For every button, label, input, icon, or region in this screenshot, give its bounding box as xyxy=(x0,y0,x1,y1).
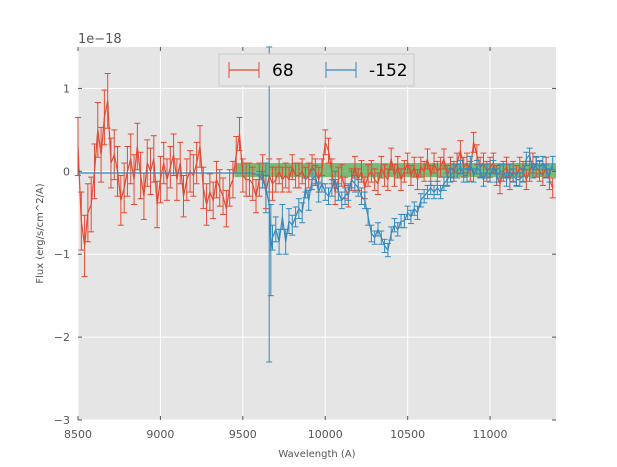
x-tick-label: 9000 xyxy=(146,428,174,441)
x-tick-label: 10000 xyxy=(308,428,343,441)
x-tick-label: 8500 xyxy=(64,428,92,441)
y-tick-label: −2 xyxy=(54,331,70,344)
series-line xyxy=(78,153,554,252)
series-layer xyxy=(75,46,556,363)
x-tick-label: 9500 xyxy=(229,428,257,441)
legend-label: 68 xyxy=(272,61,294,81)
y-axis-label: Flux (erg/s/cm^2/A) xyxy=(35,183,46,283)
x-tick-label: 11000 xyxy=(473,428,508,441)
y-tick-label: −1 xyxy=(54,248,70,261)
series-1 xyxy=(78,46,556,363)
legend-label: -152 xyxy=(369,61,408,81)
y-tick-label: −3 xyxy=(54,414,70,427)
axis-ticks: 8500 9000 9500 10000 10500 11000 −3 −2 −1 0 1 xyxy=(54,47,556,441)
plot-area xyxy=(78,47,556,420)
y-tick-label: 0 xyxy=(63,165,70,178)
x-axis-label: Wavelength (A) xyxy=(278,449,355,460)
y-tick-label: 1 xyxy=(63,82,70,95)
x-tick-label: 10500 xyxy=(390,428,425,441)
y-offset-label: 1e−18 xyxy=(78,32,122,47)
legend: 68 -152 xyxy=(218,53,415,87)
